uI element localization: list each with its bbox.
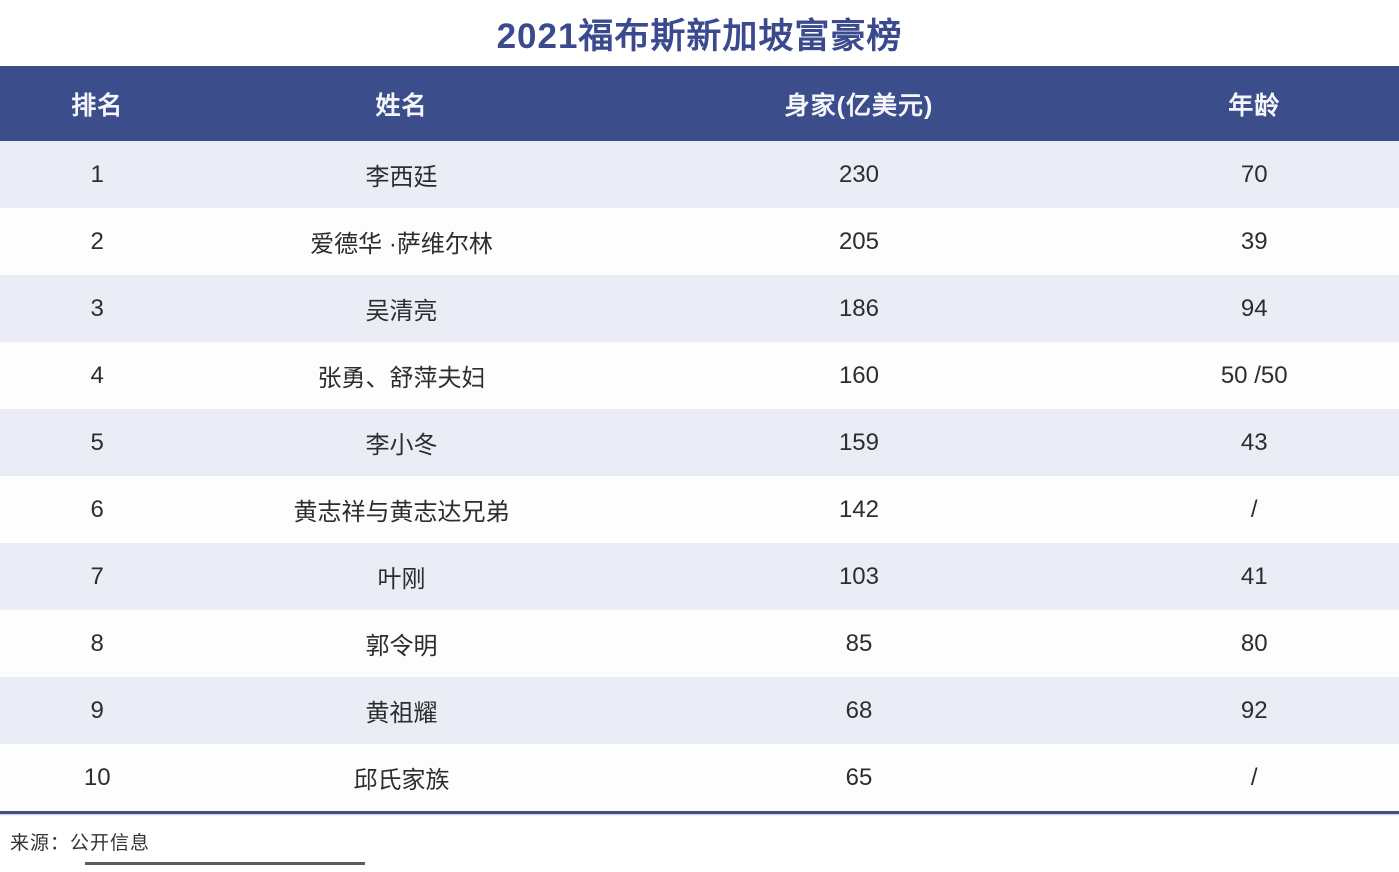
cell-rank: 2 [0,208,195,275]
cell-name: 邱氏家族 [194,744,609,811]
cell-age: 43 [1109,409,1399,476]
cell-rank: 4 [0,342,195,409]
table-header: 排名 姓名 身家(亿美元) 年龄 [0,66,1399,141]
cell-rank: 9 [0,677,195,744]
header-rank: 排名 [0,66,195,141]
rich-list-table: 排名 姓名 身家(亿美元) 年龄 1 李西廷 230 70 2 爱德华 ·萨维尔… [0,66,1399,811]
table-row: 4 张勇、舒萍夫妇 160 50 /50 [0,342,1399,409]
header-wealth: 身家(亿美元) [608,66,1110,141]
header-name: 姓名 [194,66,609,141]
cell-name: 黄志祥与黄志达兄弟 [194,476,609,543]
cell-name: 叶刚 [194,543,609,610]
cell-rank: 5 [0,409,195,476]
cell-wealth: 160 [608,342,1110,409]
table-row: 1 李西廷 230 70 [0,141,1399,208]
cell-age: / [1109,744,1399,811]
cell-age: / [1109,476,1399,543]
cell-age: 80 [1109,610,1399,677]
cell-rank: 1 [0,141,195,208]
cell-wealth: 68 [608,677,1110,744]
cell-wealth: 65 [608,744,1110,811]
cell-name: 郭令明 [194,610,609,677]
cell-name: 张勇、舒萍夫妇 [194,342,609,409]
table-row: 8 郭令明 85 80 [0,610,1399,677]
cell-name: 爱德华 ·萨维尔林 [194,208,609,275]
table-header-row: 排名 姓名 身家(亿美元) 年龄 [0,66,1399,141]
table-body: 1 李西廷 230 70 2 爱德华 ·萨维尔林 205 39 3 吴清亮 18… [0,141,1399,811]
cell-name: 黄祖耀 [194,677,609,744]
cell-rank: 10 [0,744,195,811]
cell-age: 39 [1109,208,1399,275]
cell-wealth: 205 [608,208,1110,275]
cell-age: 70 [1109,141,1399,208]
cell-wealth: 230 [608,141,1110,208]
source-note: 来源：公开信息 [10,833,151,854]
cell-name: 吴清亮 [194,275,609,342]
bottom-edge-line [85,862,365,865]
cell-wealth: 85 [608,610,1110,677]
page-title: 2021福布斯新加坡富豪榜 [496,16,903,56]
cell-wealth: 159 [608,409,1110,476]
cell-rank: 8 [0,610,195,677]
cell-age: 92 [1109,677,1399,744]
cell-age: 50 /50 [1109,342,1399,409]
table-row: 5 李小冬 159 43 [0,409,1399,476]
cell-rank: 6 [0,476,195,543]
cell-age: 41 [1109,543,1399,610]
cell-wealth: 103 [608,543,1110,610]
cell-age: 94 [1109,275,1399,342]
cell-wealth: 186 [608,275,1110,342]
table-row: 6 黄志祥与黄志达兄弟 142 / [0,476,1399,543]
cell-name: 李西廷 [194,141,609,208]
cell-rank: 3 [0,275,195,342]
cell-wealth: 142 [608,476,1110,543]
footer: 来源：公开信息 [0,814,1399,865]
header-age: 年龄 [1109,66,1399,141]
cell-rank: 7 [0,543,195,610]
table-row: 9 黄祖耀 68 92 [0,677,1399,744]
cell-name: 李小冬 [194,409,609,476]
table-row: 7 叶刚 103 41 [0,543,1399,610]
table-bottom-divider [0,811,1399,814]
table-row: 10 邱氏家族 65 / [0,744,1399,811]
table-row: 3 吴清亮 186 94 [0,275,1399,342]
table-row: 2 爱德华 ·萨维尔林 205 39 [0,208,1399,275]
